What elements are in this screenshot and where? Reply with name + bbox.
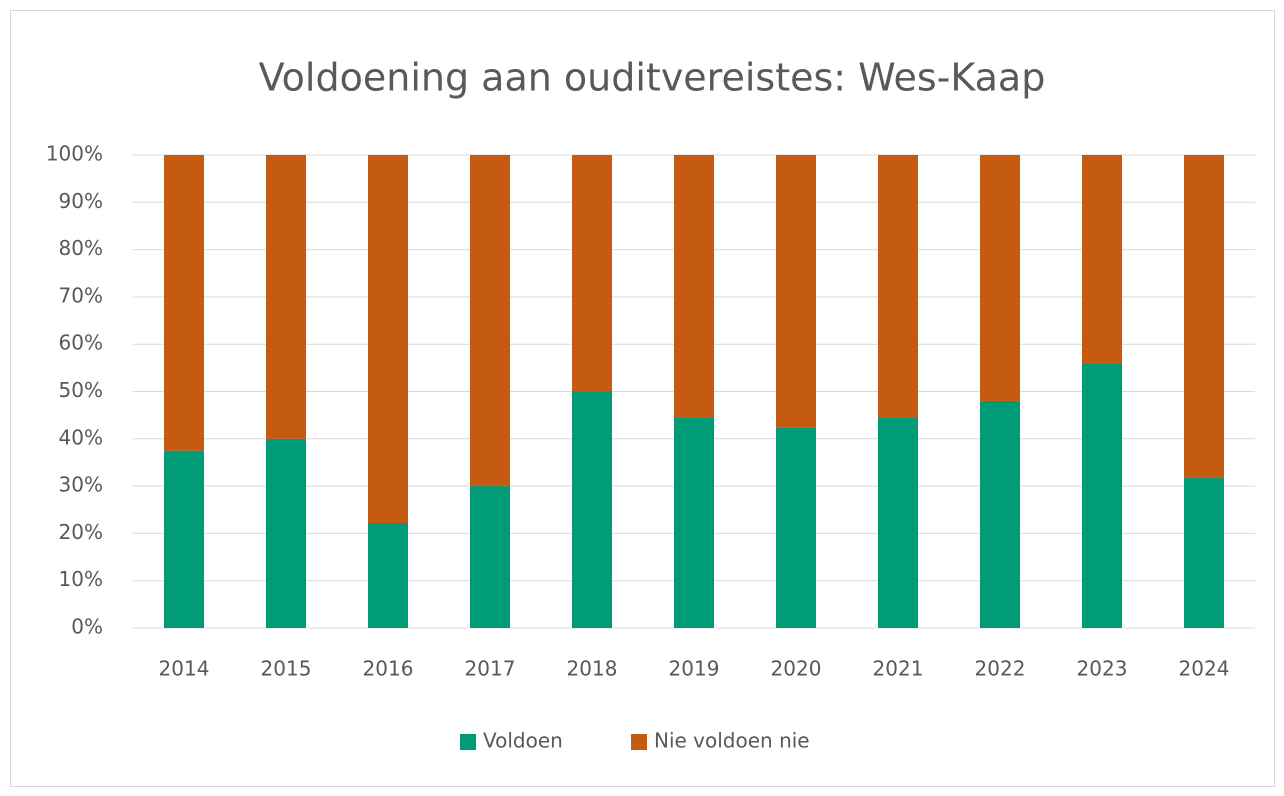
bar-segment [1082,363,1122,628]
x-tick-label: 2015 [261,657,312,681]
legend-label: Nie voldoen nie [654,729,810,753]
bar-segment [266,438,306,628]
bar-segment [980,400,1020,628]
x-tick-label: 2018 [567,657,618,681]
bar-segment [266,155,306,439]
bar-segment [776,427,816,628]
x-tick-label: 2023 [1077,657,1128,681]
bar-segment [878,155,918,418]
x-tick-label: 2024 [1179,657,1230,681]
y-tick-label: 100% [46,142,103,166]
bar-segment [674,417,714,628]
chart-title: Voldoening aan ouditvereistes: Wes-Kaap [259,56,1046,100]
x-tick-label: 2019 [669,657,720,681]
bar-segment [1184,155,1224,479]
legend-swatch [460,734,476,750]
legend-label: Voldoen [483,729,563,753]
y-tick-label: 50% [59,378,103,402]
bar-segment [164,450,204,628]
bar-segment [164,155,204,451]
x-tick-label: 2020 [771,657,822,681]
y-tick-label: 70% [59,283,103,307]
legend-swatch [631,734,647,750]
x-tick-label: 2017 [465,657,516,681]
bar-segment [470,155,510,487]
bar-segment [1184,478,1224,628]
x-tick-label: 2014 [159,657,210,681]
y-tick-label: 30% [59,473,103,497]
bar-segment [572,155,612,392]
bar-segment [674,155,714,418]
y-tick-label: 80% [59,236,103,260]
y-tick-label: 0% [71,615,103,639]
x-tick-label: 2021 [873,657,924,681]
bar-segment [776,155,816,428]
bar-segment [1082,155,1122,364]
y-tick-label: 90% [59,189,103,213]
bar-segment [572,391,612,628]
bar-segment [980,155,1020,401]
y-tick-label: 60% [59,331,103,355]
bar-segment [878,417,918,628]
x-tick-label: 2022 [975,657,1026,681]
y-tick-label: 10% [59,567,103,591]
x-tick-label: 2016 [363,657,414,681]
y-tick-label: 20% [59,520,103,544]
y-tick-label: 40% [59,425,103,449]
bar-segment [368,522,408,628]
chart-border [10,10,1275,787]
bar-segment [470,486,510,628]
bar-segment [368,155,408,523]
